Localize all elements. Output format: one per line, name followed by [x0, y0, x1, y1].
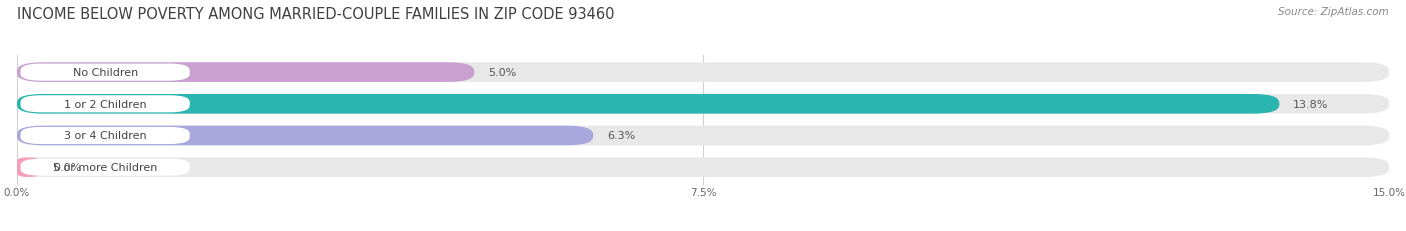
FancyBboxPatch shape — [17, 94, 1389, 114]
Text: 3 or 4 Children: 3 or 4 Children — [63, 131, 146, 141]
Text: 13.8%: 13.8% — [1294, 99, 1329, 109]
FancyBboxPatch shape — [17, 158, 1389, 177]
FancyBboxPatch shape — [21, 159, 190, 176]
Text: INCOME BELOW POVERTY AMONG MARRIED-COUPLE FAMILIES IN ZIP CODE 93460: INCOME BELOW POVERTY AMONG MARRIED-COUPL… — [17, 7, 614, 22]
FancyBboxPatch shape — [21, 127, 190, 144]
Text: Source: ZipAtlas.com: Source: ZipAtlas.com — [1278, 7, 1389, 17]
FancyBboxPatch shape — [17, 126, 593, 146]
FancyBboxPatch shape — [17, 63, 474, 82]
FancyBboxPatch shape — [17, 158, 39, 177]
FancyBboxPatch shape — [21, 96, 190, 113]
Text: 1 or 2 Children: 1 or 2 Children — [63, 99, 146, 109]
Text: 5 or more Children: 5 or more Children — [53, 162, 157, 172]
Text: 6.3%: 6.3% — [607, 131, 636, 141]
FancyBboxPatch shape — [21, 64, 190, 81]
FancyBboxPatch shape — [17, 126, 1389, 146]
Text: 5.0%: 5.0% — [488, 68, 516, 78]
Text: 0.0%: 0.0% — [53, 162, 82, 172]
FancyBboxPatch shape — [17, 63, 1389, 82]
FancyBboxPatch shape — [17, 94, 1279, 114]
Text: No Children: No Children — [73, 68, 138, 78]
